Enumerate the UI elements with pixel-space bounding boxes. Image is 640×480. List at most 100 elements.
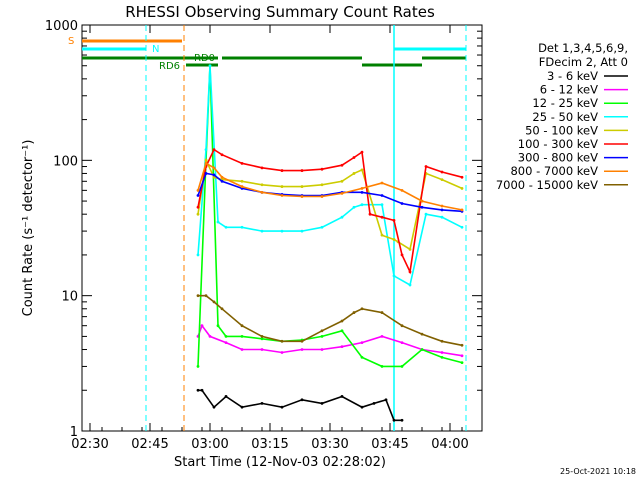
data-point xyxy=(380,203,384,207)
x-tick-label: 02:45 xyxy=(131,437,168,452)
data-point xyxy=(212,405,216,409)
data-point xyxy=(204,294,208,298)
data-point xyxy=(208,64,212,68)
data-point xyxy=(196,188,200,192)
data-point xyxy=(440,204,444,208)
y-tick-label: 1000 xyxy=(45,19,78,34)
series-line-8 xyxy=(198,294,463,347)
data-point xyxy=(360,203,364,207)
data-point xyxy=(380,215,384,219)
data-point xyxy=(340,163,344,167)
data-point xyxy=(352,311,356,314)
data-point xyxy=(320,225,324,229)
legend-label-3: 25 - 50 keV xyxy=(532,110,598,124)
y-tick-label: 100 xyxy=(53,154,78,169)
data-point xyxy=(196,253,200,257)
data-point xyxy=(340,345,344,349)
data-point xyxy=(360,355,364,359)
event-markers xyxy=(145,25,467,431)
data-point xyxy=(340,215,344,219)
data-point xyxy=(400,324,404,328)
data-point xyxy=(352,172,356,175)
data-point xyxy=(204,161,208,165)
data-point xyxy=(260,337,264,341)
y-tick-label: 1 xyxy=(70,425,78,440)
data-point xyxy=(280,194,284,197)
data-point xyxy=(320,195,324,198)
data-point xyxy=(240,179,244,183)
data-point xyxy=(380,233,384,237)
data-point xyxy=(224,341,228,344)
x-tick-label: 03:00 xyxy=(191,437,228,452)
data-point xyxy=(196,294,200,298)
data-point xyxy=(280,351,284,354)
data-point xyxy=(380,194,384,197)
data-point xyxy=(340,329,344,333)
data-point xyxy=(440,355,444,359)
data-point xyxy=(240,335,244,338)
data-point xyxy=(300,398,304,402)
data-point xyxy=(280,169,284,172)
data-point xyxy=(216,220,220,224)
data-point xyxy=(360,341,364,344)
data-point xyxy=(196,194,200,197)
series-line-7 xyxy=(197,162,463,211)
data-point xyxy=(372,401,376,405)
data-point xyxy=(352,205,356,209)
series-line-0 xyxy=(198,389,402,422)
x-tick-label: 04:00 xyxy=(431,437,468,452)
data-point xyxy=(460,354,464,358)
x-tick-label: 03:45 xyxy=(371,437,408,452)
series-line-1 xyxy=(197,324,463,357)
data-point xyxy=(320,329,324,333)
data-point xyxy=(460,343,464,347)
data-point xyxy=(340,191,344,195)
x-axis: 02:30 02:45 03:00 03:15 03:30 03:45 04:00 xyxy=(71,25,483,452)
legend-label-5: 100 - 300 keV xyxy=(518,137,598,151)
y-axis-label: Count Rate (s⁻¹ detector⁻¹) xyxy=(21,140,36,317)
y-tick-label: 10 xyxy=(61,290,78,305)
data-point xyxy=(392,238,396,241)
data-point xyxy=(320,335,324,338)
data-point xyxy=(220,153,224,157)
annotation-rd0: RD0 xyxy=(194,53,215,64)
data-point xyxy=(320,167,324,171)
legend-label-2: 12 - 25 keV xyxy=(532,96,598,110)
legend-label-8: 7000 - 15000 keV xyxy=(496,178,598,192)
data-point xyxy=(460,225,464,229)
data-point xyxy=(400,253,404,257)
legend-header-1: Det 1,3,4,5,6,9, xyxy=(538,41,628,55)
data-point xyxy=(196,365,200,368)
data-point xyxy=(360,150,364,154)
data-point xyxy=(196,388,200,392)
data-point xyxy=(212,175,216,179)
data-point xyxy=(216,324,220,328)
data-point xyxy=(440,170,444,174)
legend-label-0: 3 - 6 keV xyxy=(547,69,598,83)
data-point xyxy=(224,335,228,338)
data-point xyxy=(240,405,244,409)
data-point xyxy=(220,307,224,311)
legend-label-4: 50 - 100 keV xyxy=(525,123,598,137)
data-point xyxy=(220,179,224,183)
data-point xyxy=(280,339,284,343)
data-point xyxy=(380,335,384,338)
data-point xyxy=(440,351,444,354)
data-point xyxy=(440,339,444,343)
data-point xyxy=(440,208,444,212)
plot-area xyxy=(81,24,483,432)
data-point xyxy=(224,395,228,398)
data-point xyxy=(240,185,244,188)
series-line-4 xyxy=(197,157,463,251)
data-point xyxy=(408,283,412,287)
data-point xyxy=(260,335,264,338)
data-point xyxy=(300,229,304,233)
data-point xyxy=(204,158,208,162)
annotation-n: N xyxy=(152,44,159,55)
data-point xyxy=(352,156,356,159)
series-line-5 xyxy=(197,148,463,275)
data-point xyxy=(420,205,424,209)
data-point xyxy=(200,324,204,328)
data-point xyxy=(380,311,384,314)
